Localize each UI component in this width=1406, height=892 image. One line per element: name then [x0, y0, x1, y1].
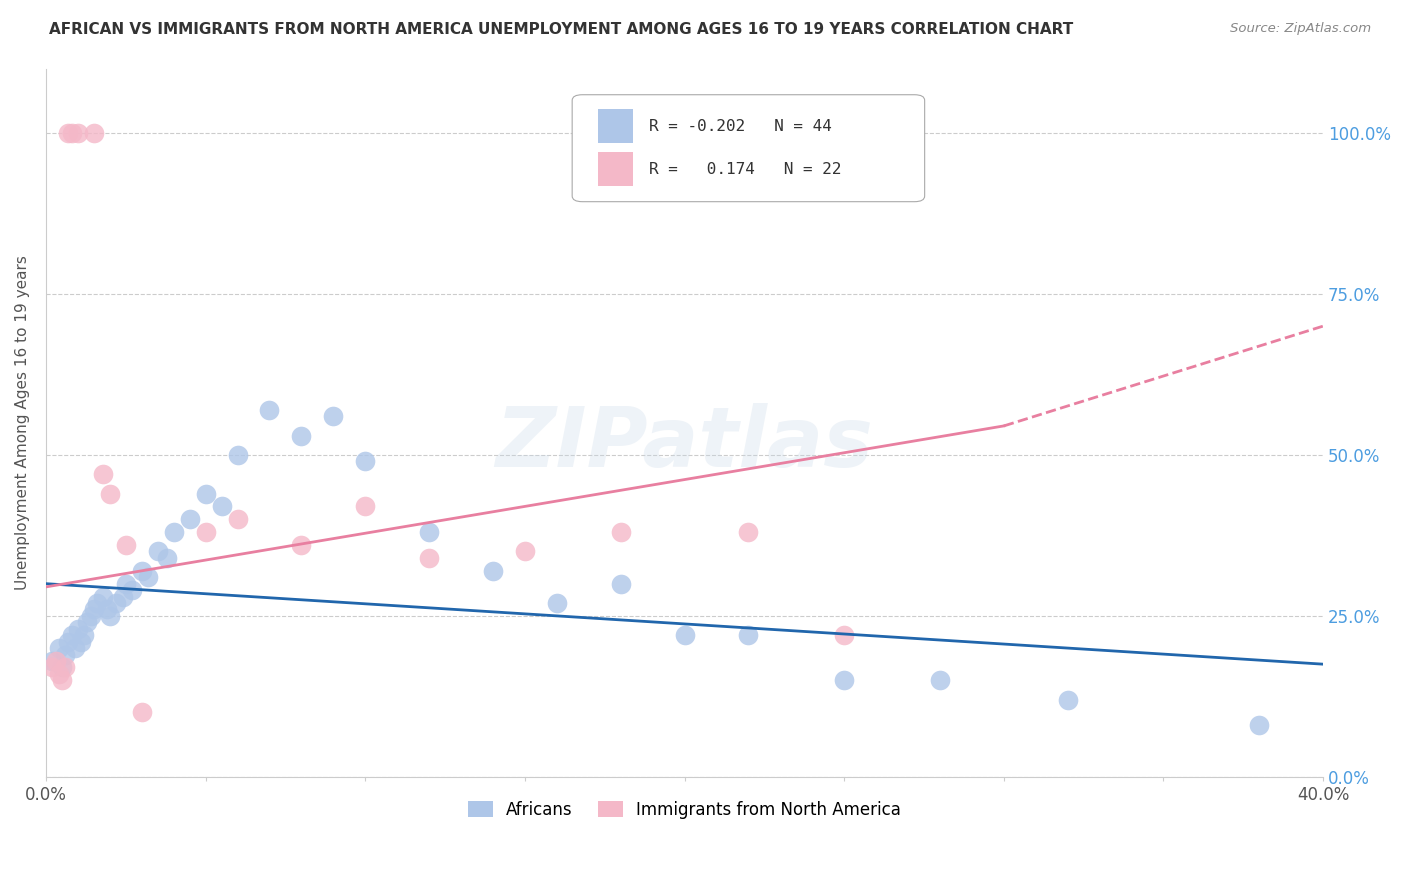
- Text: R =   0.174   N = 22: R = 0.174 N = 22: [648, 162, 841, 177]
- Point: [53, 648, 76, 662]
- Point: [1249, 718, 1271, 732]
- Point: [136, 570, 159, 584]
- Point: [53, 660, 76, 674]
- Point: [48, 666, 70, 681]
- Point: [98, 608, 121, 623]
- Point: [418, 550, 440, 565]
- Point: [609, 525, 631, 540]
- Point: [105, 596, 128, 610]
- Point: [226, 448, 249, 462]
- Point: [546, 596, 568, 610]
- Point: [70, 634, 93, 648]
- Text: AFRICAN VS IMMIGRANTS FROM NORTH AMERICA UNEMPLOYMENT AMONG AGES 16 TO 19 YEARS : AFRICAN VS IMMIGRANTS FROM NORTH AMERICA…: [49, 22, 1073, 37]
- Point: [290, 428, 312, 442]
- Point: [482, 564, 505, 578]
- Point: [513, 544, 536, 558]
- Point: [51, 660, 73, 674]
- Text: ZIPatlas: ZIPatlas: [496, 403, 873, 484]
- Point: [259, 402, 281, 417]
- Point: [832, 673, 855, 688]
- Text: R = -0.202   N = 44: R = -0.202 N = 44: [648, 119, 832, 134]
- Point: [73, 628, 96, 642]
- Y-axis label: Unemployment Among Ages 16 to 19 years: Unemployment Among Ages 16 to 19 years: [15, 255, 30, 591]
- Point: [609, 576, 631, 591]
- Point: [41, 654, 63, 668]
- Point: [322, 409, 344, 424]
- Point: [93, 590, 115, 604]
- Point: [226, 512, 249, 526]
- Point: [51, 673, 73, 688]
- Point: [290, 538, 312, 552]
- Point: [929, 673, 952, 688]
- Point: [93, 467, 115, 482]
- Point: [146, 544, 169, 558]
- Point: [66, 126, 89, 140]
- Point: [737, 628, 759, 642]
- Point: [194, 486, 217, 500]
- FancyBboxPatch shape: [572, 95, 925, 202]
- Point: [83, 126, 105, 140]
- Point: [98, 486, 121, 500]
- Point: [673, 628, 696, 642]
- Legend: Africans, Immigrants from North America: Africans, Immigrants from North America: [461, 794, 908, 825]
- Point: [63, 641, 86, 656]
- Point: [45, 654, 67, 668]
- FancyBboxPatch shape: [598, 110, 634, 144]
- Point: [121, 583, 143, 598]
- Point: [163, 525, 186, 540]
- Point: [211, 500, 233, 514]
- Point: [96, 602, 118, 616]
- Point: [79, 608, 101, 623]
- Point: [156, 550, 179, 565]
- Point: [58, 634, 80, 648]
- Point: [1056, 692, 1078, 706]
- Point: [354, 500, 377, 514]
- Point: [194, 525, 217, 540]
- Point: [737, 525, 759, 540]
- Point: [86, 596, 108, 610]
- Point: [418, 525, 440, 540]
- Point: [66, 622, 89, 636]
- Point: [58, 126, 80, 140]
- Point: [76, 615, 98, 630]
- Point: [114, 538, 136, 552]
- Point: [131, 706, 153, 720]
- Point: [354, 454, 377, 468]
- Text: Source: ZipAtlas.com: Source: ZipAtlas.com: [1230, 22, 1371, 36]
- Point: [114, 576, 136, 591]
- Point: [60, 126, 83, 140]
- Point: [41, 660, 63, 674]
- Point: [111, 590, 134, 604]
- Point: [48, 641, 70, 656]
- Point: [60, 628, 83, 642]
- Point: [832, 628, 855, 642]
- FancyBboxPatch shape: [598, 153, 634, 186]
- Point: [179, 512, 201, 526]
- Point: [131, 564, 153, 578]
- Point: [83, 602, 105, 616]
